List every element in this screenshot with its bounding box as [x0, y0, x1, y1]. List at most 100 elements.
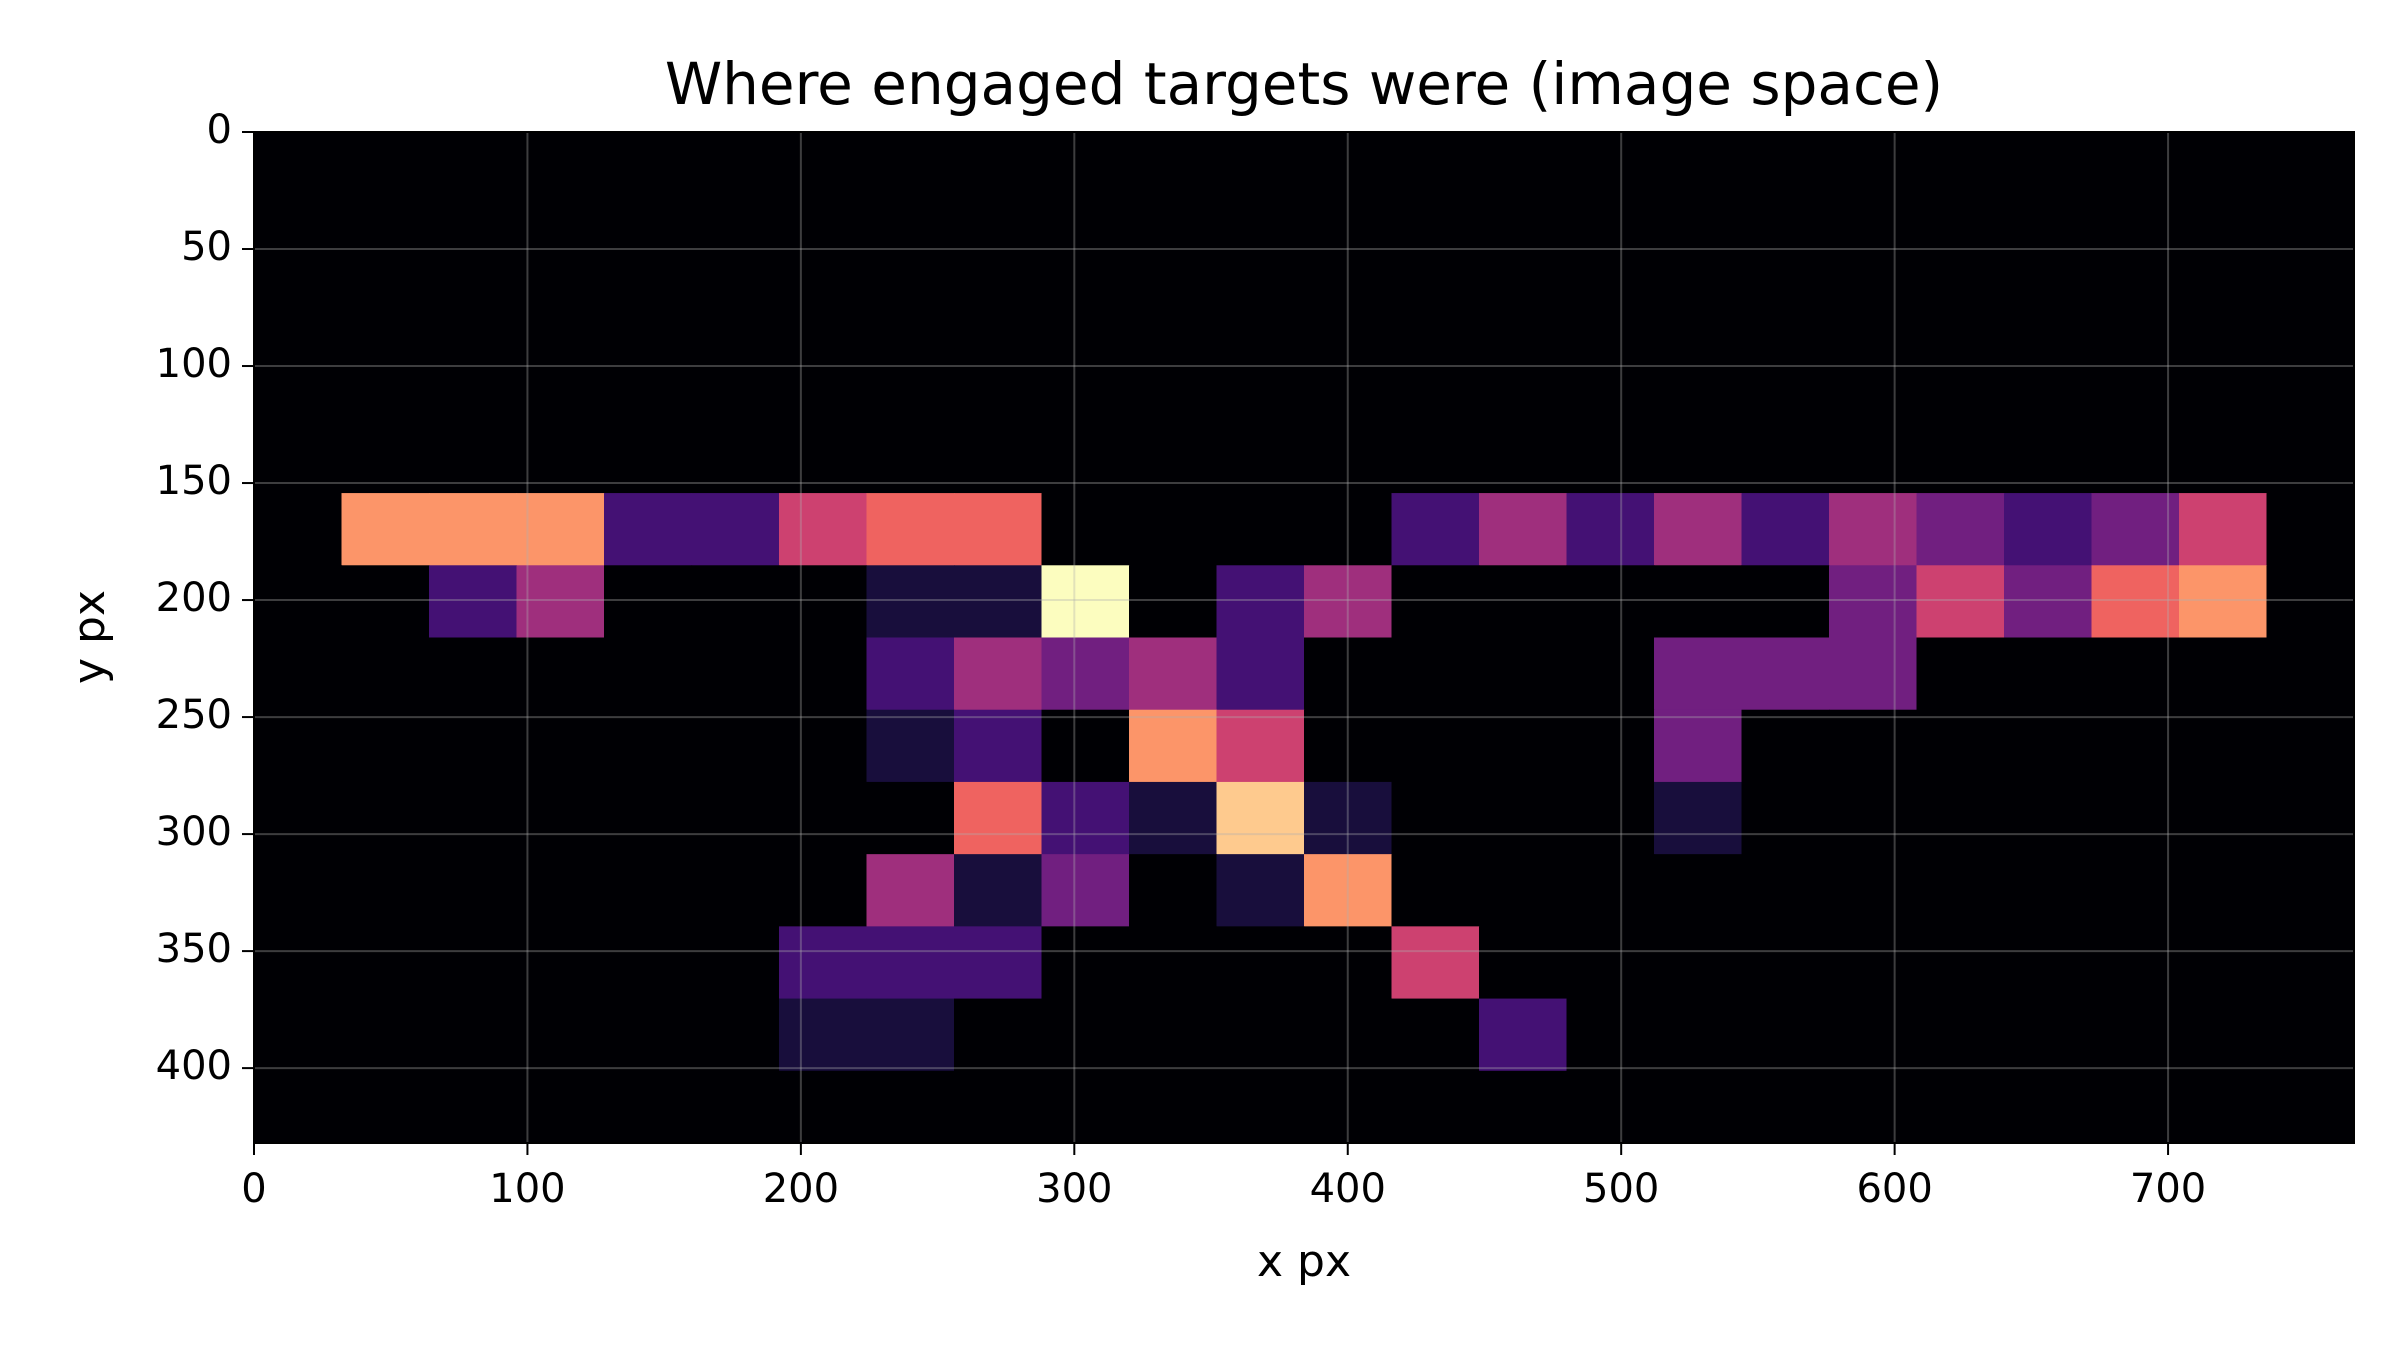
heatmap-cell [1654, 926, 1743, 1000]
heatmap-cell [1041, 276, 1130, 350]
heatmap-cell [1829, 493, 1918, 566]
heatmap-cell [604, 493, 693, 566]
heatmap-cell [2179, 204, 2268, 278]
heatmap-cell [2266, 420, 2355, 494]
heatmap-cell [1304, 420, 1393, 494]
heatmap-cell [691, 637, 780, 711]
heatmap-cell [341, 348, 430, 422]
heatmap-cell [1741, 709, 1830, 783]
heatmap-cell [429, 1070, 518, 1144]
heatmap-cell [2179, 420, 2268, 494]
heatmap-cell [1129, 1070, 1218, 1144]
heatmap-cell [2004, 854, 2093, 927]
heatmap-cell [1391, 926, 1480, 1000]
heatmap-cell [1479, 854, 1568, 927]
heatmap-cell [254, 709, 343, 783]
heatmap-cell [2091, 781, 2180, 855]
heatmap-cell [1829, 132, 1918, 205]
heatmap-cell [779, 132, 868, 205]
heatmap-cell [1479, 276, 1568, 350]
heatmap-cell [2179, 998, 2268, 1072]
heatmap-cell [1216, 709, 1305, 783]
heatmap-cell [1829, 637, 1918, 711]
heatmap-cell [2091, 276, 2180, 350]
heatmap-cell [604, 926, 693, 1000]
heatmap-cell [1654, 854, 1743, 927]
heatmap-cell [2004, 781, 2093, 855]
heatmap-cell [954, 998, 1043, 1072]
heatmap-cell [516, 348, 605, 422]
heatmap-cell [2004, 420, 2093, 494]
heatmap-cell [429, 348, 518, 422]
heatmap-cell [1829, 1070, 1918, 1144]
heatmap-cell [604, 132, 693, 205]
heatmap-cell [1566, 709, 1655, 783]
heatmap-cell [2091, 854, 2180, 927]
heatmap-cell [2266, 132, 2355, 205]
heatmap-cell [1916, 493, 2005, 566]
heatmap-cell [604, 709, 693, 783]
heatmap-cell [779, 709, 868, 783]
heatmap-cell [1566, 998, 1655, 1072]
heatmap-cell [2091, 1070, 2180, 1144]
plot-frame [253, 131, 2355, 1144]
heatmap-cell [1041, 781, 1130, 855]
heatmap-cell [1216, 926, 1305, 1000]
heatmap-cell [2266, 781, 2355, 855]
heatmap-cell [604, 854, 693, 927]
heatmap-cell [691, 998, 780, 1072]
heatmap-cell [1304, 709, 1393, 783]
heatmap-cell [429, 204, 518, 278]
heatmap-cell [516, 998, 605, 1072]
y-axis-label: y px [64, 590, 115, 684]
heatmap-cell [1916, 204, 2005, 278]
heatmap-cell [1654, 565, 1743, 639]
heatmap-cell [1304, 276, 1393, 350]
heatmap-cell [516, 565, 605, 639]
heatmap-cell [2266, 854, 2355, 927]
heatmap-cell [779, 493, 868, 566]
heatmap-cell [2266, 493, 2355, 566]
heatmap-cell [1304, 565, 1393, 639]
heatmap-cell [1566, 1070, 1655, 1144]
heatmap-cell [1741, 998, 1830, 1072]
heatmap-cell [691, 132, 780, 205]
heatmap-cell [2179, 132, 2268, 205]
heatmap-cell [954, 854, 1043, 927]
heatmap-cell [866, 781, 955, 855]
heatmap-cell [1916, 854, 2005, 927]
heatmap-cell [254, 854, 343, 927]
heatmap-cell [866, 276, 955, 350]
heatmap-cell [341, 781, 430, 855]
heatmap-cell [341, 276, 430, 350]
heatmap-cell [1129, 998, 1218, 1072]
heatmap-cell [954, 1070, 1043, 1144]
heatmap-cell [691, 781, 780, 855]
heatmap-cell [1216, 204, 1305, 278]
heatmap-cell [1041, 565, 1130, 639]
heatmap-cell [604, 998, 693, 1072]
heatmap-cell [1391, 637, 1480, 711]
heatmap-cell [1741, 637, 1830, 711]
heatmap-cell [1216, 1070, 1305, 1144]
heatmap-cell [1129, 493, 1218, 566]
heatmap-cell [429, 565, 518, 639]
heatmap-cell [779, 637, 868, 711]
heatmap-cell [1916, 276, 2005, 350]
heatmap-cell [1566, 781, 1655, 855]
y-tick-label: 400 [156, 1043, 232, 1089]
heatmap-cell [954, 926, 1043, 1000]
heatmap-cell [1829, 276, 1918, 350]
heatmap-cell [691, 276, 780, 350]
heatmap-cell [1654, 637, 1743, 711]
heatmap-cell [866, 854, 955, 927]
heatmap-cell [604, 1070, 693, 1144]
heatmap-cell [1041, 493, 1130, 566]
heatmap-cell [341, 565, 430, 639]
heatmap-cell [1566, 276, 1655, 350]
heatmap-cell [2091, 637, 2180, 711]
heatmap-cell [1129, 854, 1218, 927]
heatmap-cell [1916, 420, 2005, 494]
heatmap-cell [2091, 348, 2180, 422]
heatmap-cell [954, 276, 1043, 350]
